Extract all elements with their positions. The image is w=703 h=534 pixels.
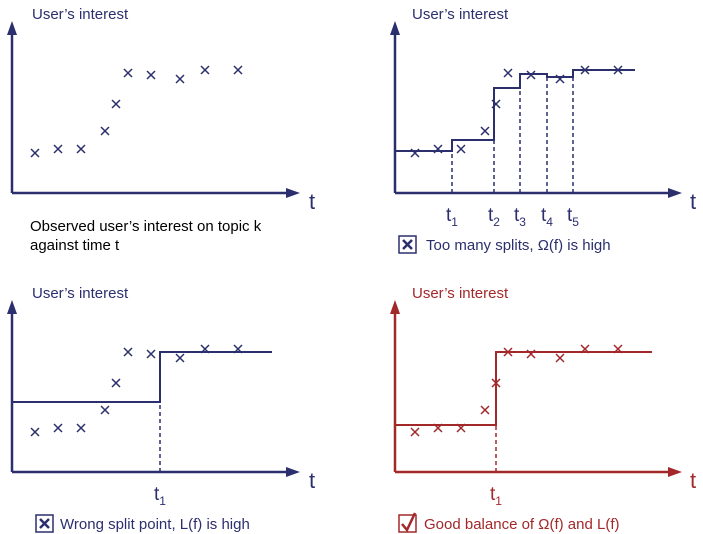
x-axis-label: t bbox=[690, 189, 696, 214]
caption-line-2: against time t bbox=[30, 237, 120, 254]
x-box-icon bbox=[398, 235, 417, 254]
split-label: t2 bbox=[488, 205, 500, 229]
data-point-cross bbox=[233, 65, 243, 75]
y-axis-label: User’s interest bbox=[412, 285, 509, 302]
data-point-cross bbox=[123, 68, 133, 78]
y-axis-label: User’s interest bbox=[412, 6, 509, 23]
x-axis-label: t bbox=[690, 468, 696, 493]
check-box-icon bbox=[398, 514, 417, 533]
caption: Too many splits, Ω(f) is high bbox=[426, 237, 611, 254]
panel-good-balance: User’s interest t Good balance of Ω(f) a… bbox=[412, 285, 696, 533]
step-function bbox=[395, 351, 652, 426]
data-point-cross bbox=[76, 423, 86, 433]
caption: Good balance of Ω(f) and L(f) bbox=[424, 516, 619, 533]
y-axis-arrow bbox=[390, 21, 400, 35]
data-point-cross bbox=[456, 144, 466, 154]
x-box-icon bbox=[35, 514, 54, 533]
data-point-cross bbox=[175, 353, 185, 363]
step-function bbox=[395, 69, 635, 152]
data-point-cross bbox=[53, 423, 63, 433]
data-point-cross bbox=[480, 126, 490, 136]
caption-line-1: Observed user’s interest on topic k bbox=[30, 218, 262, 235]
y-axis-arrow bbox=[390, 300, 400, 314]
x-axis-arrow bbox=[286, 467, 300, 477]
split-label: t5 bbox=[567, 205, 579, 229]
x-mark-icon bbox=[402, 239, 413, 250]
x-axis-arrow bbox=[668, 467, 682, 477]
data-point-cross bbox=[146, 349, 156, 359]
data-point-cross bbox=[111, 99, 121, 109]
data-point-cross bbox=[480, 405, 490, 415]
split-label: t4 bbox=[541, 205, 553, 229]
x-axis-arrow bbox=[668, 188, 682, 198]
data-point-cross bbox=[111, 378, 121, 388]
data-point-cross bbox=[100, 126, 110, 136]
data-point-cross bbox=[503, 68, 513, 78]
data-point-cross bbox=[53, 144, 63, 154]
data-point-cross bbox=[146, 70, 156, 80]
split-label: t1 bbox=[490, 484, 502, 508]
panel-observed: User’s interest t Observed user’s intere… bbox=[30, 6, 315, 254]
x-axis-label: t bbox=[309, 189, 315, 214]
data-point-cross bbox=[100, 405, 110, 415]
panel-wrong-split: User’s interest t Wrong split point, L(f… bbox=[32, 285, 315, 533]
x-axis-label: t bbox=[309, 468, 315, 493]
split-label: t3 bbox=[514, 205, 526, 229]
step-function bbox=[12, 351, 272, 403]
caption: Wrong split point, L(f) is high bbox=[60, 516, 250, 533]
data-point-cross bbox=[555, 353, 565, 363]
y-axis-arrow bbox=[7, 21, 17, 35]
data-point-cross bbox=[410, 427, 420, 437]
x-mark-icon bbox=[39, 518, 50, 529]
y-axis-arrow bbox=[7, 300, 17, 314]
y-axis-label: User’s interest bbox=[32, 285, 129, 302]
data-point-cross bbox=[175, 74, 185, 84]
data-point-cross bbox=[76, 144, 86, 154]
check-mark-icon bbox=[401, 512, 417, 533]
split-label: t1 bbox=[154, 484, 166, 508]
y-axis-label: User’s interest bbox=[32, 6, 129, 23]
x-axis-arrow bbox=[286, 188, 300, 198]
panel-too-many-splits: User’s interest t Too many splits, Ω(f) … bbox=[412, 6, 696, 254]
split-label: t1 bbox=[446, 205, 458, 229]
data-point-cross bbox=[200, 65, 210, 75]
data-point-cross bbox=[30, 148, 40, 158]
data-point-cross bbox=[123, 347, 133, 357]
data-point-cross bbox=[30, 427, 40, 437]
